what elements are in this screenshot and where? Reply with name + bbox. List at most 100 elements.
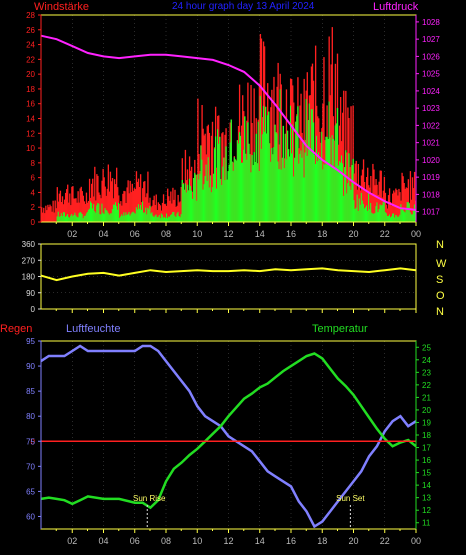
wind-mean-bar xyxy=(76,216,78,222)
gust-bar xyxy=(167,188,169,222)
wind-mean-bar xyxy=(275,132,277,222)
wind-mean-bar xyxy=(284,133,287,222)
gust-bar xyxy=(102,168,104,222)
wind-mean-bar xyxy=(152,215,154,222)
wind-mean-bar xyxy=(378,209,380,222)
x-tick-label: 00 xyxy=(411,229,421,239)
wind-mean-bar xyxy=(305,99,307,222)
gust-bar xyxy=(363,182,366,222)
wind-mean-bar xyxy=(169,216,171,222)
wind-mean-bar xyxy=(179,217,181,222)
wind-mean-bar xyxy=(138,208,141,222)
wind-mean-bar xyxy=(364,207,367,222)
wind-mean-bar xyxy=(141,209,143,222)
wind-mean-bar xyxy=(323,163,325,222)
wind-mean-bar xyxy=(368,192,370,222)
wind-mean-bar xyxy=(188,178,191,222)
gust-bar xyxy=(168,196,170,222)
x-tick-label: 06 xyxy=(130,536,140,546)
x-tick-label: 16 xyxy=(286,229,296,239)
gust-bar xyxy=(52,200,54,222)
wind-mean-bar xyxy=(206,181,208,222)
y-tick-label-right: 1017 xyxy=(422,208,440,217)
gust-bar xyxy=(61,196,64,222)
gust-bar xyxy=(394,192,396,222)
wind-mean-bar xyxy=(191,190,193,222)
wind-mean-bar xyxy=(128,211,130,222)
wind-mean-bar xyxy=(180,214,182,222)
gust-bar xyxy=(221,133,223,222)
wind-mean-bar xyxy=(243,149,245,222)
gust-bar xyxy=(161,202,164,222)
gust-bar xyxy=(75,198,77,222)
wind-mean-bar xyxy=(161,214,164,222)
wind-mean-bar xyxy=(405,209,407,222)
gust-bar xyxy=(77,191,79,222)
gust-bar xyxy=(49,204,51,222)
wind-mean-bar xyxy=(216,188,218,222)
gust-bar xyxy=(66,189,68,222)
y-tick-label-right: 23 xyxy=(422,368,431,377)
wind-mean-bar xyxy=(147,207,149,222)
gust-bar xyxy=(68,202,70,222)
gust-bar xyxy=(347,107,349,222)
wind-mean-bar xyxy=(283,168,286,222)
gust-bar xyxy=(153,195,155,222)
gust-bar xyxy=(44,213,46,222)
wind-mean-bar xyxy=(98,203,100,222)
y-tick-label-left: 20 xyxy=(26,70,35,79)
wind-mean-bar xyxy=(411,214,414,222)
gust-bar xyxy=(404,188,406,222)
wind-mean-bar xyxy=(251,155,253,222)
wind-mean-bar xyxy=(396,215,398,222)
wind-mean-bar xyxy=(412,210,415,222)
wind-mean-bar xyxy=(343,195,345,222)
wind-mean-bar xyxy=(350,189,352,222)
wind-mean-bar xyxy=(301,157,303,222)
wind-mean-bar xyxy=(231,161,233,222)
wind-mean-bar xyxy=(310,109,313,222)
wind-mean-bar xyxy=(359,204,362,222)
wind-mean-bar xyxy=(193,178,195,222)
wind-mean-bar xyxy=(356,194,358,222)
wind-mean-bar xyxy=(281,157,283,222)
wind-mean-bar xyxy=(247,122,249,222)
gust-bar xyxy=(146,193,148,222)
wind-mean-bar xyxy=(321,131,323,222)
wind-mean-bar xyxy=(381,204,383,222)
wind-mean-bar xyxy=(102,212,104,222)
gust-bar xyxy=(74,198,76,222)
wind-mean-bar xyxy=(408,203,411,222)
wind-mean-bar xyxy=(168,216,170,222)
gust-bar xyxy=(407,179,410,222)
gust-bar xyxy=(105,195,107,222)
gust-bar xyxy=(177,194,179,222)
wind-mean-bar xyxy=(175,216,177,222)
gust-bar xyxy=(411,177,414,222)
wind-mean-bar xyxy=(333,167,336,222)
gust-bar xyxy=(383,176,386,222)
x-tick-label: 02 xyxy=(67,536,77,546)
pressure-header-label: Luftdruck xyxy=(373,1,419,13)
wind-mean-bar xyxy=(67,214,69,222)
wind-mean-bar xyxy=(226,179,228,222)
x-tick-label: 08 xyxy=(161,229,171,239)
wind-mean-bar xyxy=(386,216,389,222)
gust-bar xyxy=(42,212,44,222)
wind-mean-bar xyxy=(222,166,224,222)
wind-mean-bar xyxy=(266,133,268,222)
wind-mean-bar xyxy=(82,218,85,222)
wind-mean-bar xyxy=(319,159,321,222)
wind-mean-bar xyxy=(60,213,63,222)
wind-mean-bar xyxy=(380,205,382,222)
wind-mean-bar xyxy=(182,184,185,222)
wind-mean-bar xyxy=(172,212,174,222)
gust-bar xyxy=(94,166,96,222)
gust-bar xyxy=(156,210,158,222)
wind-mean-bar xyxy=(134,213,137,222)
wind-mean-bar xyxy=(292,124,294,222)
gust-bar xyxy=(58,193,61,222)
gust-bar xyxy=(104,186,106,222)
y-tick-label-left: 22 xyxy=(26,55,35,64)
gust-bar xyxy=(64,192,67,222)
